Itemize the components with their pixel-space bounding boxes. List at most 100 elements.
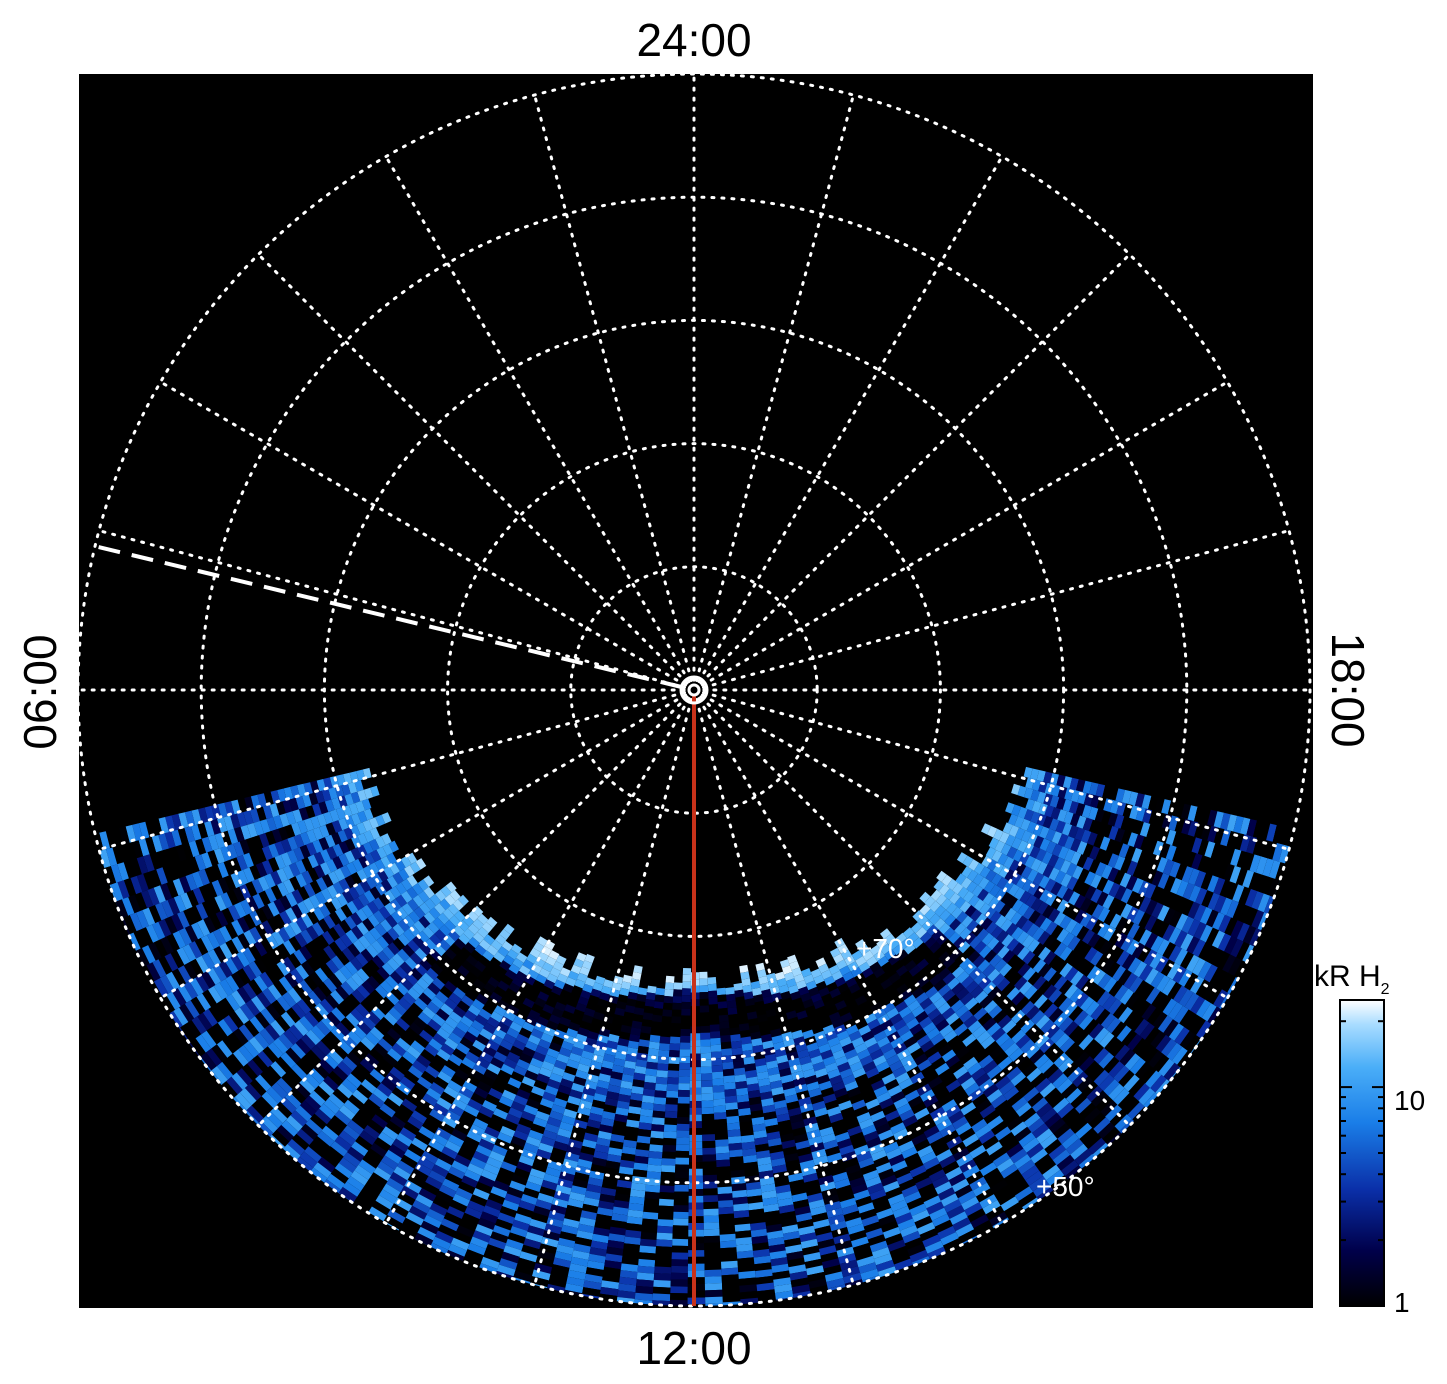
emission-cell — [444, 894, 456, 906]
emission-cell — [650, 1028, 661, 1036]
emission-cell — [323, 978, 338, 993]
emission-cell — [680, 1015, 691, 1023]
emission-cell — [206, 931, 221, 949]
emission-cell — [373, 910, 386, 924]
emission-cell — [655, 1076, 668, 1085]
emission-cell — [350, 1170, 369, 1186]
emission-cell — [705, 1310, 723, 1317]
emission-cell — [486, 1063, 501, 1075]
emission-cell — [641, 1102, 654, 1111]
emission-cell — [719, 1021, 730, 1029]
emission-cell — [661, 1022, 672, 1031]
emission-cell — [654, 1266, 672, 1274]
emission-cell — [721, 1274, 739, 1283]
emission-cell — [659, 1036, 671, 1044]
emission-cell — [457, 1062, 473, 1076]
emission-cell — [242, 982, 257, 1000]
emission-cell — [447, 1134, 465, 1148]
emission-cell — [449, 943, 462, 955]
emission-cell — [352, 858, 364, 872]
emission-cell — [516, 1009, 529, 1021]
emission-cell — [474, 960, 487, 973]
emission-cell — [169, 846, 181, 864]
emission-cell — [670, 1279, 688, 1287]
emission-cell — [377, 1038, 393, 1052]
emission-cell — [733, 982, 744, 991]
emission-cell — [259, 971, 274, 988]
emission-cell — [313, 1162, 332, 1179]
emission-cell — [428, 1170, 446, 1184]
emission-cell — [734, 989, 745, 998]
emission-cell — [714, 1118, 728, 1127]
emission-cell — [529, 985, 541, 997]
emission-cell — [374, 859, 386, 872]
emission-cell — [318, 1080, 335, 1097]
emission-cell — [355, 1135, 373, 1151]
emission-cell — [428, 907, 441, 920]
emission-cell — [352, 1089, 369, 1105]
emission-cell — [436, 1048, 451, 1062]
emission-cell — [119, 826, 130, 845]
emission-cell — [675, 1157, 690, 1165]
emission-cell — [289, 797, 299, 812]
emission-cell — [170, 950, 185, 969]
emission-cell — [725, 987, 735, 995]
emission-cell — [275, 1056, 292, 1073]
emission-cell — [429, 1108, 445, 1122]
emission-cell — [688, 1229, 704, 1237]
emission-cell — [184, 1000, 200, 1019]
emission-cell — [461, 995, 474, 1007]
emission-cell — [415, 1193, 434, 1208]
emission-cell — [438, 1152, 455, 1166]
emission-cell — [270, 1061, 287, 1078]
emission-cell — [219, 925, 232, 943]
emission-cell — [653, 1001, 664, 1009]
emission-cell — [219, 979, 234, 997]
emission-cell — [272, 815, 284, 830]
emission-cell — [238, 1024, 254, 1042]
emission-cell — [277, 788, 287, 802]
emission-cell — [416, 977, 430, 991]
emission-cell — [164, 831, 176, 849]
emission-cell — [385, 975, 399, 989]
emission-cell — [299, 945, 313, 961]
emission-cell — [646, 985, 657, 994]
emission-cell — [713, 1105, 727, 1113]
emission-cell — [374, 923, 387, 937]
emission-cell — [378, 893, 391, 907]
emission-cell — [330, 1141, 348, 1157]
emission-cell — [342, 1181, 361, 1197]
emission-cell — [347, 1146, 365, 1162]
emission-cell — [239, 1003, 255, 1021]
emission-cell — [452, 1026, 466, 1039]
emission-cell — [411, 1168, 429, 1182]
emission-cell — [464, 1010, 478, 1022]
emission-cell — [292, 809, 303, 823]
emission-cell — [206, 1026, 222, 1045]
emission-cell — [649, 1137, 664, 1146]
emission-cell — [393, 1109, 410, 1124]
lt-label-right: 18:00 — [1322, 632, 1374, 747]
emission-cell — [350, 957, 364, 971]
emission-cell — [414, 947, 428, 961]
emission-cell — [486, 1016, 500, 1029]
emission-cell — [543, 979, 555, 990]
emission-cell — [676, 1123, 690, 1131]
emission-cell — [389, 1172, 408, 1187]
emission-cell — [483, 982, 496, 994]
emission-cell — [531, 1003, 544, 1014]
emission-cell — [356, 968, 370, 983]
emission-cell — [719, 1227, 736, 1235]
emission-cell — [207, 850, 219, 867]
emission-cell — [249, 910, 262, 927]
emission-cell — [184, 925, 198, 943]
emission-cell — [674, 1184, 689, 1192]
emission-cell — [240, 825, 252, 840]
emission-cell — [397, 948, 410, 962]
emission-cell — [175, 860, 187, 878]
emission-cell — [209, 913, 223, 931]
emission-cell — [336, 951, 350, 966]
emission-cell — [459, 947, 472, 959]
emission-cell — [316, 779, 326, 792]
emission-cell — [370, 1142, 388, 1158]
